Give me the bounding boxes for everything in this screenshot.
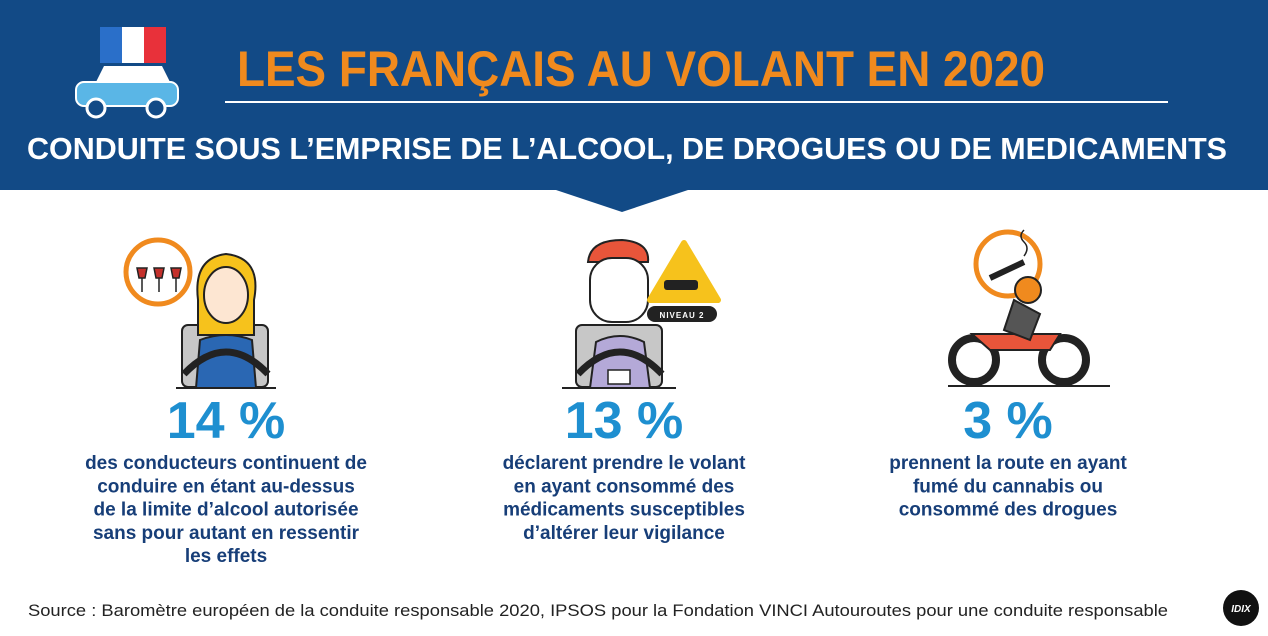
stat-description: d’altérer leur vigilance: [523, 523, 725, 544]
stats: 14 % des conducteurs continuent deconduir…: [85, 392, 1127, 567]
car-icon: [75, 27, 179, 119]
stat-description: prennent la route en ayant: [889, 453, 1127, 474]
subtitle: CONDUITE SOUS L’EMPRISE DE L’ALCOOL, DE …: [27, 131, 1227, 166]
illustration-alcohol: [123, 237, 276, 389]
stat-description: des conducteurs continuent de: [85, 453, 367, 474]
stat-description: sans pour autant en ressentir: [93, 523, 360, 544]
stat-value: 14 %: [167, 392, 286, 450]
stat-description: conduire en étant au-dessus: [97, 476, 355, 497]
illustration-medication: NIVEAU 2: [562, 238, 721, 389]
stat-description: les effets: [185, 546, 267, 567]
source: Source : Baromètre européen de la condui…: [28, 601, 1168, 620]
stat-description: de la limite d’alcool autorisée: [93, 500, 358, 521]
title: LES FRANÇAIS AU VOLANT EN 2020: [237, 41, 1045, 97]
stat-description: fumé du cannabis ou: [913, 476, 1103, 497]
stat-value: 13 %: [565, 392, 684, 450]
logo-badge: [1223, 590, 1259, 626]
stat-description: déclarent prendre le volant: [503, 453, 747, 474]
stat-value: 3 %: [963, 392, 1053, 450]
stat-description: en ayant consommé des: [514, 476, 735, 497]
logo: IDIX: [1231, 604, 1252, 615]
badge-label: NIVEAU 2: [660, 311, 705, 320]
illustration-drugs: [948, 229, 1110, 387]
stat-description: consommé des drogues: [899, 500, 1118, 521]
header-band: [0, 0, 1268, 212]
stat-description: médicaments susceptibles: [503, 500, 745, 521]
